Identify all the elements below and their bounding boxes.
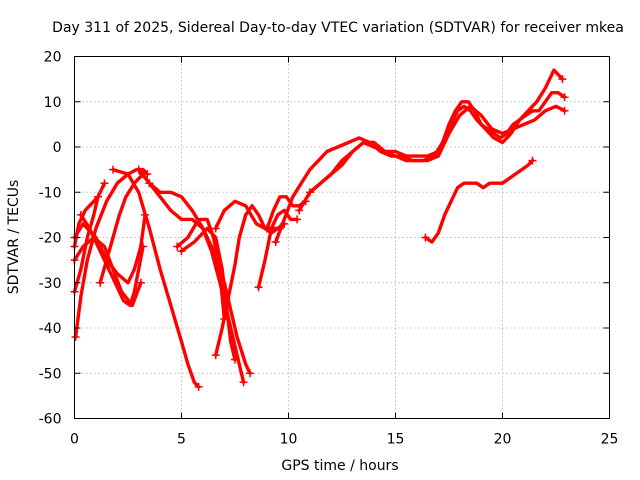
marker-arc-12 — [177, 247, 186, 256]
marker-arc-13 — [211, 351, 220, 360]
y-tick-label: 10 — [44, 95, 62, 111]
marker-arc-8 — [194, 382, 203, 391]
series-arc-4 — [72, 195, 100, 249]
x-tick-label: 0 — [70, 432, 79, 448]
y-tick-label: -40 — [39, 321, 62, 337]
series-arc-5 — [79, 213, 145, 308]
series-arc-17 — [274, 91, 567, 244]
marker-arc-10 — [239, 378, 248, 387]
marker-arc-5 — [76, 210, 85, 219]
marker-arc-17 — [560, 93, 569, 102]
x-tick-label: 15 — [387, 432, 405, 448]
marker-arc-19 — [305, 188, 314, 197]
marker-arc-8 — [109, 165, 118, 174]
series-arc-19 — [308, 104, 567, 194]
series-arc-20 — [423, 158, 535, 244]
marker-arc-2 — [100, 179, 109, 188]
series-arc-1 — [72, 213, 147, 285]
marker-arc-17 — [271, 238, 280, 247]
marker-arc-12 — [231, 355, 239, 364]
marker-arc-7 — [96, 278, 105, 287]
series-arc-8 — [111, 167, 201, 389]
y-tick-label: -60 — [39, 412, 62, 428]
series-arc-3 — [73, 167, 149, 339]
series-arc-12 — [179, 226, 237, 362]
marker-arc-15 — [254, 283, 263, 292]
x-tick-label: 25 — [601, 432, 619, 448]
series-arc-10 — [147, 181, 246, 384]
marker-arc-9 — [134, 165, 143, 174]
marker-arc-16 — [263, 224, 272, 233]
y-tick-label: 20 — [44, 50, 62, 66]
marker-arc-6 — [136, 278, 145, 287]
marker-arc-11 — [173, 242, 182, 251]
y-tick-label: -20 — [39, 231, 62, 247]
series-arc-18 — [297, 68, 565, 213]
tick-layer: 0 5 10 15 20 25 -60 -50 -40 -30 -20 -10 0 10 20 — [39, 50, 619, 448]
series-arc-2 — [72, 181, 107, 294]
y-tick-label: -30 — [39, 276, 62, 292]
x-tick-label: 10 — [280, 432, 298, 448]
marker-arc-14 — [211, 224, 220, 233]
series-arc-15 — [256, 208, 299, 289]
marker-arc-18 — [558, 75, 567, 84]
marker-arc-4 — [94, 192, 103, 201]
marker-arc-5 — [138, 242, 147, 251]
series-arc-11 — [175, 217, 226, 321]
marker-arc-10 — [145, 179, 154, 188]
marker-arc-20 — [421, 233, 430, 242]
marker-arc-9 — [245, 369, 254, 378]
series-arc-16 — [265, 195, 308, 231]
chart-title: Day 311 of 2025, Sidereal Day-to-day VTE… — [52, 20, 624, 36]
y-axis-label: SDTVAR / TECUs — [6, 180, 22, 295]
y-tick-label: -50 — [39, 366, 62, 382]
y-tick-label: 0 — [53, 140, 62, 156]
x-tick-label: 5 — [177, 432, 186, 448]
x-tick-label: 20 — [494, 432, 512, 448]
x-axis-label: GPS time / hours — [281, 458, 398, 474]
grid-layer — [74, 56, 610, 419]
marker-arc-3 — [71, 333, 80, 342]
series-layer — [70, 68, 569, 391]
marker-arc-18 — [295, 206, 304, 215]
y-tick-label: -10 — [39, 185, 62, 201]
marker-arc-15 — [293, 215, 302, 224]
marker-arc-20 — [528, 156, 537, 165]
marker-arc-19 — [560, 106, 569, 115]
